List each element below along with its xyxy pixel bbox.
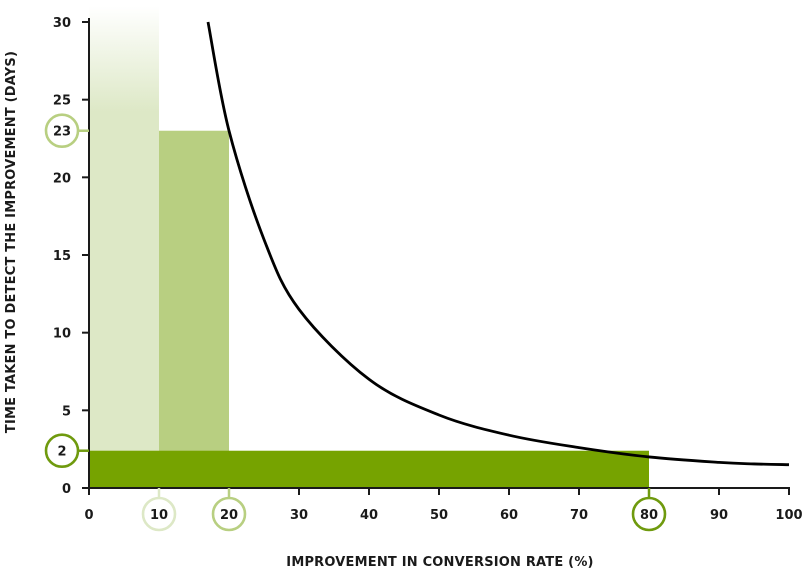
x-tick-label: 0 xyxy=(84,508,93,523)
y-highlight-label: 23 xyxy=(53,125,71,140)
y-highlight-circle xyxy=(44,113,80,149)
x-highlight-circle xyxy=(141,496,177,532)
x-tick-label: 100 xyxy=(775,508,802,523)
x-highlight-circle xyxy=(631,496,667,532)
x-highlight-label: 10 xyxy=(150,508,168,523)
y-tick-label: 30 xyxy=(53,16,71,31)
detection-time-curve xyxy=(206,21,790,467)
x-tick-label: 70 xyxy=(570,508,588,523)
x-highlight-label: 80 xyxy=(640,508,658,523)
bar-1 xyxy=(159,130,229,488)
y-tick-label: 0 xyxy=(62,482,71,497)
y-highlight-label: 2 xyxy=(57,445,66,460)
y-tick-label: 20 xyxy=(53,171,71,186)
bar-0 xyxy=(89,6,159,488)
y-tick-label: 25 xyxy=(53,94,71,109)
y-tick-label: 15 xyxy=(53,249,71,264)
x-tick-label: 90 xyxy=(710,508,728,523)
y-highlight-circle xyxy=(44,433,80,469)
x-highlight-circle xyxy=(211,496,247,532)
y-tick-label: 10 xyxy=(53,327,71,342)
x-highlight-label: 20 xyxy=(220,508,238,523)
x-tick-label: 60 xyxy=(500,508,518,523)
bar-2 xyxy=(89,450,649,488)
bars-layer xyxy=(89,6,649,488)
x-axis-label: IMPROVEMENT IN CONVERSION RATE (%) xyxy=(286,555,593,570)
x-tick-label: 30 xyxy=(290,508,308,523)
x-tick-label: 40 xyxy=(360,508,378,523)
y-tick-label: 5 xyxy=(62,404,71,419)
highlights-layer: 10 20 80 23 2 xyxy=(44,113,667,532)
curve-layer xyxy=(206,21,790,467)
x-tick-label: 50 xyxy=(430,508,448,523)
y-axis-label: TIME TAKEN TO DETECT THE IMPROVEMENT (DA… xyxy=(4,51,19,433)
axes-layer: 0 30 40 50 60 70 90 100 0 5 10 15 20 25 30 xyxy=(53,16,803,523)
